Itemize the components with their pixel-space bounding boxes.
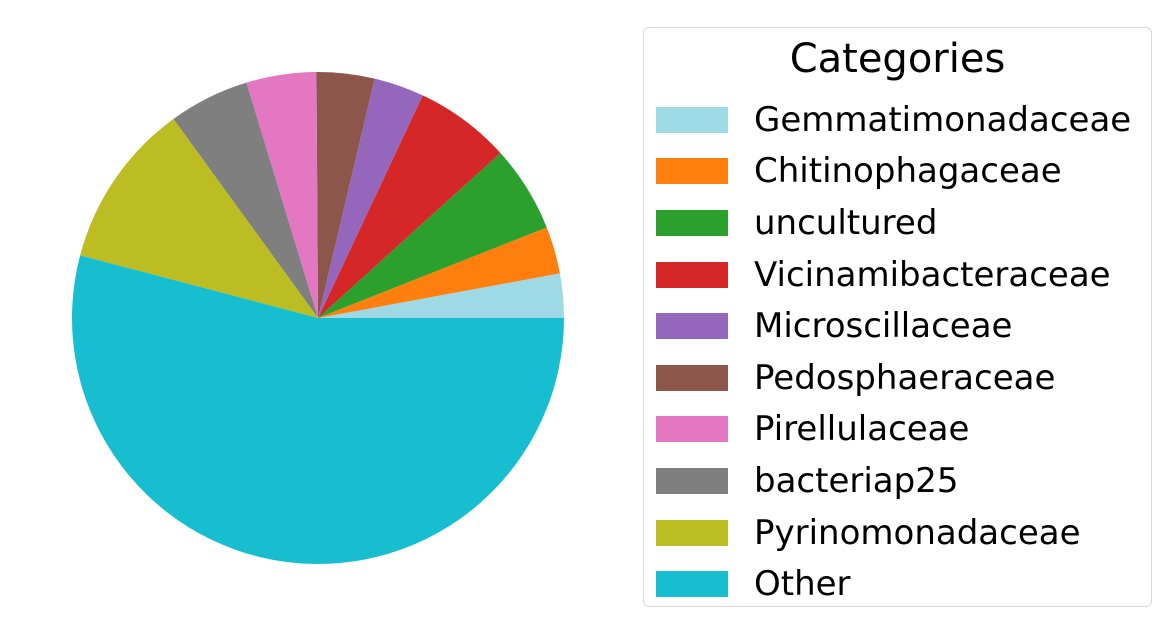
legend-item-microscillaceae: Microscillaceae — [656, 300, 1131, 352]
legend-item-uncultured: uncultured — [656, 197, 1131, 249]
legend-swatch — [656, 519, 728, 546]
legend-label: bacteriap25 — [754, 460, 959, 501]
legend-item-other: Other — [656, 558, 1131, 610]
pie-slice-vicinamibacteraceae — [318, 95, 501, 319]
pie-slice-chitinophagaceae — [318, 227, 560, 318]
legend-swatch — [656, 158, 728, 185]
legend-label: Gemmatimonadaceae — [754, 99, 1132, 140]
legend-item-chitinophagaceae: Chitinophagaceae — [656, 146, 1131, 198]
legend-item-gemmatimonadaceae: Gemmatimonadaceae — [656, 94, 1131, 146]
legend-swatch — [656, 416, 728, 443]
legend-swatch — [656, 261, 728, 288]
legend-swatch — [656, 209, 728, 236]
legend-item-bacteriap25: bacteriap25 — [656, 455, 1131, 507]
legend-label: Pyrinomonadaceae — [754, 512, 1081, 553]
legend-label: Pedosphaeraceae — [754, 357, 1056, 398]
pie-slices — [72, 72, 564, 564]
legend-items: Gemmatimonadaceae Chitinophagaceae uncultu… — [656, 94, 1131, 610]
pie-slice-microscillaceae — [318, 78, 423, 318]
legend-swatch — [656, 313, 728, 340]
legend-label: Other — [754, 564, 851, 605]
legend-label: Chitinophagaceae — [754, 151, 1062, 192]
legend-label: Microscillaceae — [754, 306, 1013, 347]
pie-slice-uncultured — [318, 153, 547, 318]
legend-label: Vicinamibacteraceae — [754, 254, 1111, 295]
legend-swatch — [656, 571, 728, 598]
pie-slice-gemmatimonadaceae — [318, 273, 564, 318]
pie-slice-pirellulaceae — [246, 72, 318, 318]
pie-slice-pyrinomonadaceae — [80, 118, 318, 319]
legend-item-pirellulaceae: Pirellulaceae — [656, 404, 1131, 456]
legend: Categories Gemmatimonadaceae Chitinophaga… — [643, 27, 1152, 607]
legend-swatch — [656, 106, 728, 133]
legend-item-pyrinomonadaceae: Pyrinomonadaceae — [656, 507, 1131, 559]
legend-label: uncultured — [754, 202, 938, 243]
pie-slice-pedosphaeraceae — [316, 72, 375, 318]
legend-swatch — [656, 364, 728, 391]
pie-slice-other — [72, 255, 564, 564]
legend-title: Categories — [789, 36, 1006, 82]
pie-slice-bacteriap25 — [173, 82, 318, 318]
legend-item-vicinamibacteraceae: Vicinamibacteraceae — [656, 249, 1131, 301]
legend-swatch — [656, 467, 728, 494]
legend-item-pedosphaeraceae: Pedosphaeraceae — [656, 352, 1131, 404]
legend-label: Pirellulaceae — [754, 409, 970, 450]
